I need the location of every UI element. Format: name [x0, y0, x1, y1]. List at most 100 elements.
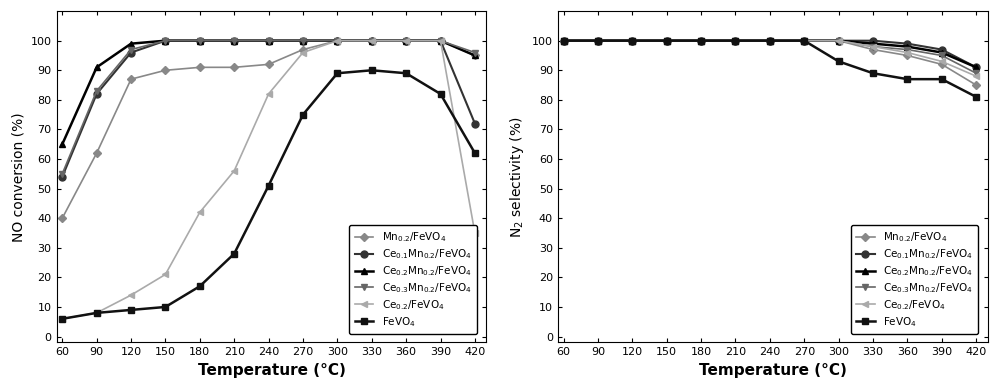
Ce$_{0.1}$Mn$_{0.2}$/FeVO$_4$	[936, 47, 948, 52]
FeVO$_4$	[91, 310, 103, 315]
Mn$_{0.2}$/FeVO$_4$	[936, 62, 948, 67]
Ce$_{0.2}$Mn$_{0.2}$/FeVO$_4$	[970, 65, 982, 70]
Ce$_{0.2}$Mn$_{0.2}$/FeVO$_4$	[833, 39, 845, 43]
Mn$_{0.2}$/FeVO$_4$	[867, 47, 879, 52]
Ce$_{0.2}$/FeVO$_4$	[366, 39, 378, 43]
FeVO$_4$	[263, 183, 275, 188]
Legend: Mn$_{0.2}$/FeVO$_4$, Ce$_{0.1}$Mn$_{0.2}$/FeVO$_4$, Ce$_{0.2}$Mn$_{0.2}$/FeVO$_4: Mn$_{0.2}$/FeVO$_4$, Ce$_{0.1}$Mn$_{0.2}…	[851, 225, 978, 334]
Mn$_{0.2}$/FeVO$_4$	[91, 151, 103, 156]
X-axis label: Temperature (°C): Temperature (°C)	[198, 363, 345, 378]
Mn$_{0.2}$/FeVO$_4$	[194, 65, 206, 70]
FeVO$_4$	[798, 39, 810, 43]
FeVO$_4$	[125, 308, 137, 312]
Ce$_{0.1}$Mn$_{0.2}$/FeVO$_4$	[764, 39, 776, 43]
Ce$_{0.2}$Mn$_{0.2}$/FeVO$_4$	[626, 39, 638, 43]
Ce$_{0.2}$/FeVO$_4$	[91, 310, 103, 315]
Ce$_{0.2}$Mn$_{0.2}$/FeVO$_4$	[91, 65, 103, 70]
FeVO$_4$	[331, 71, 343, 75]
Ce$_{0.1}$Mn$_{0.2}$/FeVO$_4$	[366, 39, 378, 43]
FeVO$_4$	[400, 71, 412, 75]
Ce$_{0.2}$Mn$_{0.2}$/FeVO$_4$	[56, 142, 68, 147]
Ce$_{0.1}$Mn$_{0.2}$/FeVO$_4$	[228, 39, 240, 43]
Ce$_{0.3}$Mn$_{0.2}$/FeVO$_4$	[366, 39, 378, 43]
Ce$_{0.2}$/FeVO$_4$	[56, 317, 68, 321]
Ce$_{0.2}$Mn$_{0.2}$/FeVO$_4$	[729, 39, 741, 43]
Ce$_{0.2}$Mn$_{0.2}$/FeVO$_4$	[936, 50, 948, 55]
Ce$_{0.2}$/FeVO$_4$	[901, 50, 913, 55]
Mn$_{0.2}$/FeVO$_4$	[297, 47, 309, 52]
Line: Ce$_{0.2}$Mn$_{0.2}$/FeVO$_4$: Ce$_{0.2}$Mn$_{0.2}$/FeVO$_4$	[59, 37, 478, 148]
FeVO$_4$	[56, 317, 68, 321]
Mn$_{0.2}$/FeVO$_4$	[228, 65, 240, 70]
Ce$_{0.3}$Mn$_{0.2}$/FeVO$_4$	[695, 39, 707, 43]
Ce$_{0.1}$Mn$_{0.2}$/FeVO$_4$	[729, 39, 741, 43]
Line: Ce$_{0.3}$Mn$_{0.2}$/FeVO$_4$: Ce$_{0.3}$Mn$_{0.2}$/FeVO$_4$	[59, 38, 478, 177]
Ce$_{0.2}$Mn$_{0.2}$/FeVO$_4$	[228, 39, 240, 43]
Ce$_{0.1}$Mn$_{0.2}$/FeVO$_4$	[798, 39, 810, 43]
FeVO$_4$	[661, 39, 673, 43]
Ce$_{0.1}$Mn$_{0.2}$/FeVO$_4$	[159, 39, 171, 43]
Ce$_{0.1}$Mn$_{0.2}$/FeVO$_4$	[695, 39, 707, 43]
Ce$_{0.3}$Mn$_{0.2}$/FeVO$_4$	[56, 172, 68, 176]
Ce$_{0.3}$Mn$_{0.2}$/FeVO$_4$	[297, 39, 309, 43]
Ce$_{0.2}$/FeVO$_4$	[297, 50, 309, 55]
Y-axis label: N$_2$ selectivity (%): N$_2$ selectivity (%)	[508, 116, 526, 238]
Ce$_{0.2}$/FeVO$_4$	[695, 39, 707, 43]
Ce$_{0.3}$Mn$_{0.2}$/FeVO$_4$	[91, 89, 103, 93]
Mn$_{0.2}$/FeVO$_4$	[661, 39, 673, 43]
Ce$_{0.2}$/FeVO$_4$	[626, 39, 638, 43]
Ce$_{0.1}$Mn$_{0.2}$/FeVO$_4$	[970, 65, 982, 70]
Ce$_{0.3}$Mn$_{0.2}$/FeVO$_4$	[558, 39, 570, 43]
Ce$_{0.2}$Mn$_{0.2}$/FeVO$_4$	[263, 39, 275, 43]
Ce$_{0.2}$/FeVO$_4$	[833, 39, 845, 43]
Ce$_{0.3}$Mn$_{0.2}$/FeVO$_4$	[936, 53, 948, 58]
Mn$_{0.2}$/FeVO$_4$	[729, 39, 741, 43]
Ce$_{0.1}$Mn$_{0.2}$/FeVO$_4$	[661, 39, 673, 43]
Ce$_{0.2}$Mn$_{0.2}$/FeVO$_4$	[558, 39, 570, 43]
Ce$_{0.3}$Mn$_{0.2}$/FeVO$_4$	[194, 39, 206, 43]
Ce$_{0.2}$/FeVO$_4$	[331, 39, 343, 43]
Ce$_{0.2}$Mn$_{0.2}$/FeVO$_4$	[867, 41, 879, 46]
Ce$_{0.2}$Mn$_{0.2}$/FeVO$_4$	[661, 39, 673, 43]
Ce$_{0.1}$Mn$_{0.2}$/FeVO$_4$	[297, 39, 309, 43]
Mn$_{0.2}$/FeVO$_4$	[592, 39, 604, 43]
FeVO$_4$	[901, 77, 913, 81]
X-axis label: Temperature (°C): Temperature (°C)	[699, 363, 847, 378]
Mn$_{0.2}$/FeVO$_4$	[626, 39, 638, 43]
Ce$_{0.2}$/FeVO$_4$	[558, 39, 570, 43]
Ce$_{0.2}$Mn$_{0.2}$/FeVO$_4$	[901, 44, 913, 49]
Ce$_{0.1}$Mn$_{0.2}$/FeVO$_4$	[125, 50, 137, 55]
FeVO$_4$	[626, 39, 638, 43]
Ce$_{0.2}$/FeVO$_4$	[798, 39, 810, 43]
Ce$_{0.3}$Mn$_{0.2}$/FeVO$_4$	[125, 47, 137, 52]
FeVO$_4$	[764, 39, 776, 43]
Line: Ce$_{0.1}$Mn$_{0.2}$/FeVO$_4$: Ce$_{0.1}$Mn$_{0.2}$/FeVO$_4$	[59, 37, 478, 180]
Mn$_{0.2}$/FeVO$_4$	[331, 39, 343, 43]
FeVO$_4$	[970, 95, 982, 99]
Mn$_{0.2}$/FeVO$_4$	[400, 39, 412, 43]
Ce$_{0.2}$Mn$_{0.2}$/FeVO$_4$	[764, 39, 776, 43]
Ce$_{0.2}$Mn$_{0.2}$/FeVO$_4$	[159, 39, 171, 43]
Ce$_{0.2}$Mn$_{0.2}$/FeVO$_4$	[194, 39, 206, 43]
Ce$_{0.2}$/FeVO$_4$	[936, 59, 948, 64]
Ce$_{0.3}$Mn$_{0.2}$/FeVO$_4$	[469, 50, 481, 55]
Mn$_{0.2}$/FeVO$_4$	[798, 39, 810, 43]
Ce$_{0.2}$Mn$_{0.2}$/FeVO$_4$	[469, 53, 481, 58]
FeVO$_4$	[695, 39, 707, 43]
FeVO$_4$	[469, 151, 481, 156]
Ce$_{0.1}$Mn$_{0.2}$/FeVO$_4$	[867, 39, 879, 43]
Ce$_{0.1}$Mn$_{0.2}$/FeVO$_4$	[469, 121, 481, 126]
Line: FeVO$_4$: FeVO$_4$	[560, 37, 980, 100]
Ce$_{0.1}$Mn$_{0.2}$/FeVO$_4$	[331, 39, 343, 43]
Line: Ce$_{0.2}$/FeVO$_4$: Ce$_{0.2}$/FeVO$_4$	[560, 38, 979, 79]
Mn$_{0.2}$/FeVO$_4$	[764, 39, 776, 43]
Ce$_{0.2}$/FeVO$_4$	[970, 74, 982, 79]
Ce$_{0.2}$/FeVO$_4$	[661, 39, 673, 43]
Ce$_{0.1}$Mn$_{0.2}$/FeVO$_4$	[558, 39, 570, 43]
Line: Ce$_{0.2}$/FeVO$_4$: Ce$_{0.2}$/FeVO$_4$	[59, 38, 478, 322]
FeVO$_4$	[558, 39, 570, 43]
Ce$_{0.2}$Mn$_{0.2}$/FeVO$_4$	[695, 39, 707, 43]
Ce$_{0.3}$Mn$_{0.2}$/FeVO$_4$	[435, 39, 447, 43]
Legend: Mn$_{0.2}$/FeVO$_4$, Ce$_{0.1}$Mn$_{0.2}$/FeVO$_4$, Ce$_{0.2}$Mn$_{0.2}$/FeVO$_4: Mn$_{0.2}$/FeVO$_4$, Ce$_{0.1}$Mn$_{0.2}…	[349, 225, 477, 334]
Mn$_{0.2}$/FeVO$_4$	[56, 216, 68, 221]
